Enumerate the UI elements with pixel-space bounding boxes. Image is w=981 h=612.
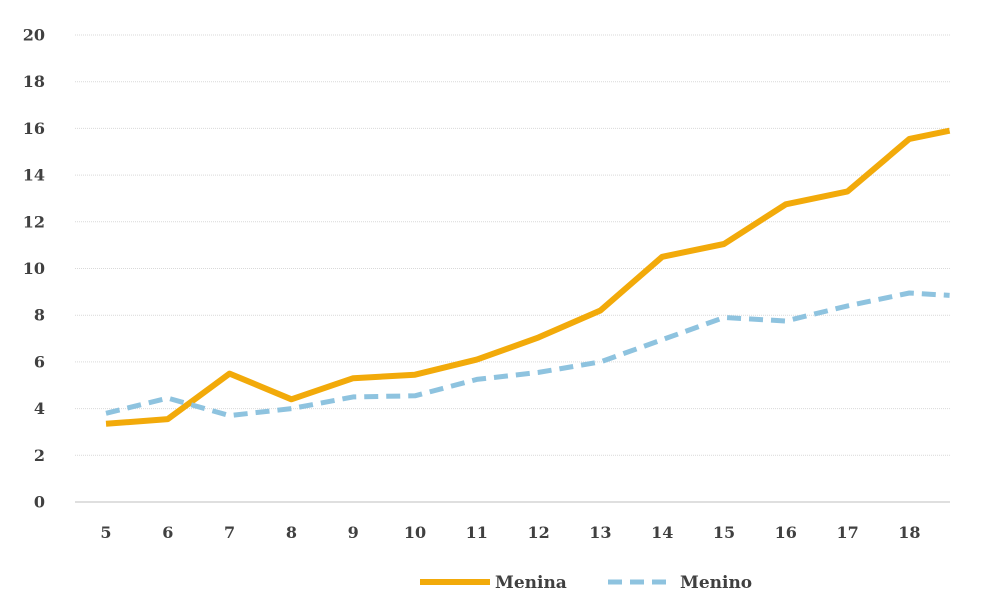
x-tick-label: 15 [713, 523, 735, 542]
y-tick-label: 14 [23, 166, 45, 185]
y-tick-label: 10 [23, 259, 45, 278]
y-tick-label: 8 [34, 306, 45, 325]
y-tick-label: 18 [23, 72, 45, 91]
x-tick-label: 6 [162, 523, 173, 542]
x-tick-label: 10 [404, 523, 426, 542]
y-tick-label: 16 [23, 119, 45, 138]
x-tick-label: 11 [466, 523, 488, 542]
axes: 0 2 4 6 8 10 12 14 16 18 20 5 6 7 8 9 10 11 12 13 14 15 16 17 18 [23, 26, 950, 542]
y-tick-label: 0 [34, 493, 45, 512]
x-tick-label: 5 [100, 523, 111, 542]
x-tick-label: 14 [651, 523, 673, 542]
y-tick-label: 4 [34, 399, 45, 418]
x-tick-label: 13 [589, 523, 611, 542]
series-line-menina [105, 127, 951, 427]
y-tick-label: 20 [23, 26, 45, 45]
series-lines [105, 127, 951, 427]
y-tick-label: 12 [23, 212, 45, 231]
legend-label-menina: Menina [495, 573, 567, 593]
y-tick-label: 6 [34, 352, 45, 371]
legend-label-menino: Menino [680, 573, 752, 593]
legend: Menina Menino [420, 573, 752, 593]
x-tick-label: 12 [527, 523, 549, 542]
x-tick-label: 16 [775, 523, 797, 542]
x-tick-label: 18 [898, 523, 920, 542]
x-tick-label: 8 [286, 523, 297, 542]
x-tick-label: 7 [224, 523, 235, 542]
x-tick-label: 17 [836, 523, 858, 542]
x-tick-label: 9 [348, 523, 359, 542]
series-line-menino [105, 290, 950, 419]
y-tick-label: 2 [34, 446, 45, 465]
